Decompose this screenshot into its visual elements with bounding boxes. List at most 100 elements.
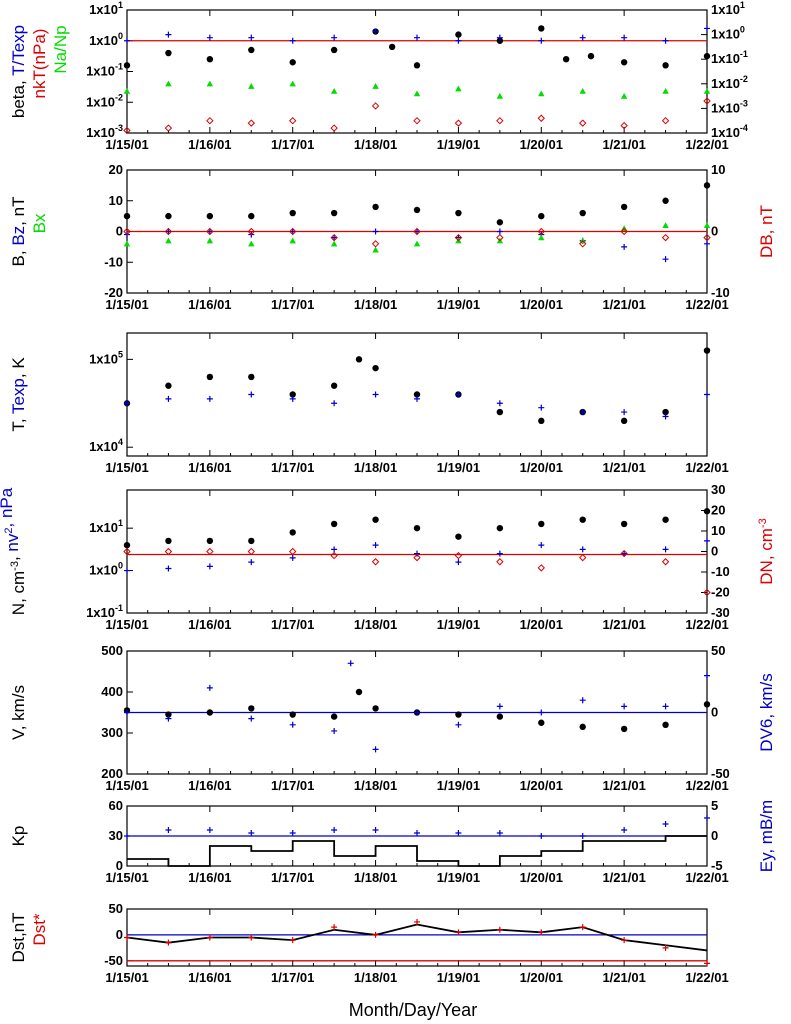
x-tick-label: 1/17/01: [271, 970, 314, 985]
data-point-green: [372, 246, 379, 253]
data-point-black: [538, 520, 545, 528]
right-y-tick-label: 1x10-4: [711, 123, 748, 140]
data-point-green: [206, 80, 214, 87]
data-point-blue: [538, 37, 545, 44]
right-y-tick-label: 1x10-2: [711, 74, 748, 91]
data-point-green: [248, 83, 255, 89]
data-point-green: [330, 87, 338, 94]
right-y-tick-label: 10: [711, 523, 725, 538]
right-y-axis-label: DB, nT: [757, 205, 776, 258]
data-point-black: [248, 212, 255, 220]
x-tick-label: 1/19/01: [437, 297, 480, 312]
data-point-black: [248, 46, 255, 54]
x-tick-label: 1/21/01: [602, 460, 645, 475]
x-tick-label: 1/17/01: [271, 617, 314, 632]
y-tick-label-exponent: 4: [118, 437, 123, 447]
data-point-red: [621, 937, 628, 944]
right-y-tick-label: 1x100: [711, 25, 745, 42]
y-axis-label: Kp: [9, 826, 28, 847]
data-point-blue: [124, 400, 130, 407]
data-point-black: [388, 43, 396, 51]
y-tick-label: 1x105: [89, 349, 123, 366]
x-tick-label: 1/16/01: [188, 778, 231, 793]
data-point-blue: [704, 391, 710, 398]
data-point-black: [587, 52, 595, 60]
y-axis-label-part: , K: [9, 357, 28, 378]
x-tick-label: 1/20/01: [520, 617, 563, 632]
data-point-black: [372, 364, 379, 372]
data-point-black: [703, 701, 711, 708]
data-point-black: [413, 206, 421, 214]
y-tick-label-exponent: -1: [115, 603, 123, 613]
x-tick-label: 1/20/01: [520, 297, 563, 312]
right-y-tick-label: 50: [711, 643, 725, 658]
x-axis-title: Month/Day/Year: [349, 1000, 477, 1020]
data-point-green: [662, 222, 669, 228]
right-y-tick-label-exponent: 1: [740, 0, 745, 10]
data-point-green: [538, 90, 545, 97]
y-tick-label: 200: [101, 766, 123, 781]
data-point-blue: [704, 672, 710, 679]
data-point-blue: [662, 37, 669, 44]
x-tick-label: 1/16/01: [188, 617, 231, 632]
right-y-tick-label: 0: [711, 224, 718, 239]
data-point-blue: [662, 821, 669, 827]
y-axis-label-secondary: nkT(nPa): [30, 29, 49, 99]
data-point-black: [496, 524, 504, 532]
y-axis-label-superscript: 2: [3, 527, 15, 533]
data-point-green: [206, 237, 214, 244]
data-point-black: [620, 203, 628, 211]
data-point-black: [206, 56, 214, 63]
data-point-green: [289, 80, 296, 87]
y-tick-label: 1x104: [89, 437, 123, 454]
y-tick-label: 500: [101, 643, 123, 658]
y-tick-label: 1x10-1: [86, 62, 123, 79]
right-y-tick-label-mantissa: 1x10: [711, 2, 740, 17]
data-point-blue: [165, 827, 172, 833]
y-tick-label: 1x101: [89, 518, 123, 535]
data-point-black: [289, 391, 296, 398]
data-point-black: [206, 373, 214, 381]
data-point-black: [330, 209, 338, 217]
y-axis-label-part: ,: [3, 552, 22, 561]
data-point-black: [538, 212, 545, 220]
data-point-blue: [372, 746, 379, 753]
right-y-tick-label: -20: [711, 585, 730, 600]
data-point-green: [455, 85, 462, 92]
data-point-red: [123, 547, 131, 556]
data-point-red: [371, 240, 380, 248]
data-point-red: [372, 931, 379, 938]
right-y-tick-label: 10: [711, 162, 725, 177]
data-point-blue: [496, 830, 503, 836]
y-tick-label: 300: [101, 725, 123, 740]
y-tick-label: 0: [116, 927, 123, 942]
data-point-black: [248, 537, 255, 545]
y-axis-label: Dst,nT: [9, 912, 28, 962]
x-tick-label: 1/15/01: [105, 870, 148, 885]
data-point-black: [620, 725, 628, 733]
data-point-black: [123, 212, 131, 220]
y-axis-label-secondary-part: nkT(nPa): [30, 29, 49, 99]
data-point-blue: [538, 404, 545, 411]
right-y-tick-label-mantissa: 1x10: [711, 51, 740, 66]
data-point-black: [662, 197, 669, 204]
data-point-red: [454, 119, 463, 127]
data-point-black: [206, 709, 214, 716]
y-tick-label: -10: [104, 254, 123, 269]
y-tick-label-mantissa: 1x10: [89, 2, 118, 17]
data-point-black: [123, 541, 131, 549]
x-tick-label: 1/16/01: [188, 297, 231, 312]
right-y-tick-label-mantissa: 1x10: [711, 100, 740, 115]
data-point-red: [620, 227, 628, 236]
data-point-blue: [621, 827, 628, 833]
x-tick-label: 1/15/01: [105, 617, 148, 632]
x-tick-label: 1/22/01: [685, 460, 728, 475]
data-point-black: [330, 520, 338, 528]
data-point-black: [330, 713, 338, 720]
data-point-red: [413, 553, 421, 562]
data-point-green: [123, 240, 131, 247]
x-tick-label: 1/16/01: [188, 870, 231, 885]
data-point-black: [355, 356, 363, 363]
data-point-black: [330, 46, 338, 54]
